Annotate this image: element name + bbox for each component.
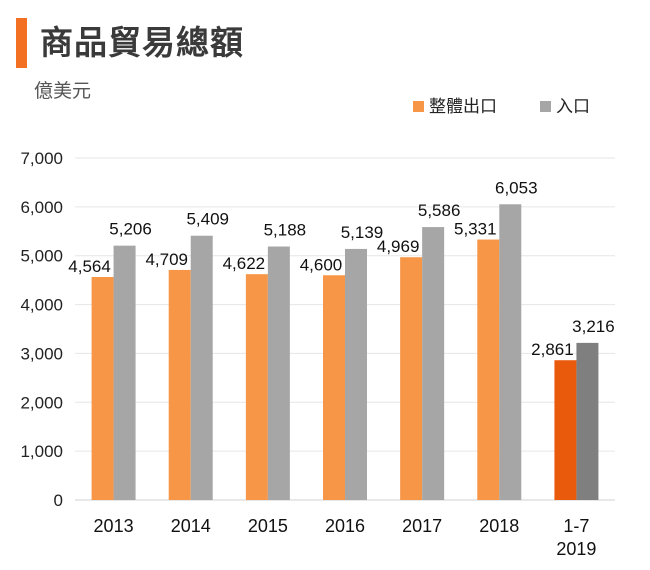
data-label: 4,622 xyxy=(223,254,266,273)
data-label: 6,053 xyxy=(495,178,538,197)
x-tick-label: 2016 xyxy=(325,516,365,536)
data-label: 4,969 xyxy=(377,237,420,256)
x-tick-label: 2014 xyxy=(171,516,211,536)
data-label: 3,216 xyxy=(572,317,615,336)
data-label: 4,600 xyxy=(300,255,343,274)
bar-export xyxy=(400,257,423,500)
data-label: 5,409 xyxy=(186,210,229,229)
bar-import xyxy=(422,227,445,501)
bar-import xyxy=(576,342,599,500)
legend-swatch-1 xyxy=(540,101,551,112)
bar-export xyxy=(323,275,345,500)
chart-title: 商品貿易總額 xyxy=(40,23,244,62)
bar-import xyxy=(113,245,136,500)
x-tick-label: 2019 xyxy=(556,539,596,559)
x-tick-label: 2017 xyxy=(402,516,442,536)
x-tick-label: 2015 xyxy=(248,516,288,536)
bar-export xyxy=(554,360,577,500)
bar-import xyxy=(499,204,522,501)
y-tick-label: 0 xyxy=(54,491,63,510)
y-tick-label: 2,000 xyxy=(20,393,63,412)
data-label: 5,188 xyxy=(264,221,307,240)
legend-label-1: 入口 xyxy=(556,97,590,116)
y-tick-label: 3,000 xyxy=(20,344,63,363)
data-label: 5,586 xyxy=(418,201,461,220)
data-label: 5,139 xyxy=(341,223,384,242)
legend-swatch-0 xyxy=(413,101,424,112)
bar-export xyxy=(91,277,114,500)
bar-export xyxy=(477,239,500,500)
data-label: 4,709 xyxy=(145,250,188,269)
bar-import xyxy=(190,235,213,500)
data-label: 5,331 xyxy=(454,220,497,239)
y-tick-label: 1,000 xyxy=(20,442,63,461)
x-tick-label: 2018 xyxy=(479,516,519,536)
bar-export xyxy=(245,274,268,500)
bar-export xyxy=(168,269,191,500)
legend-label-0: 整體出口 xyxy=(429,97,497,116)
data-label: 2,861 xyxy=(531,340,574,359)
unit-label: 億美元 xyxy=(34,80,92,102)
x-tick-label: 1-7 xyxy=(563,516,589,536)
x-tick-label: 2013 xyxy=(94,516,134,536)
data-label: 4,564 xyxy=(68,257,111,276)
bar-import xyxy=(267,246,290,500)
y-tick-label: 6,000 xyxy=(20,198,63,217)
title-accent-bar xyxy=(16,18,27,68)
data-label: 5,206 xyxy=(109,220,152,239)
y-tick-label: 7,000 xyxy=(20,149,63,168)
y-tick-label: 5,000 xyxy=(20,247,63,266)
y-tick-label: 4,000 xyxy=(20,296,63,315)
bar-import xyxy=(345,248,367,500)
